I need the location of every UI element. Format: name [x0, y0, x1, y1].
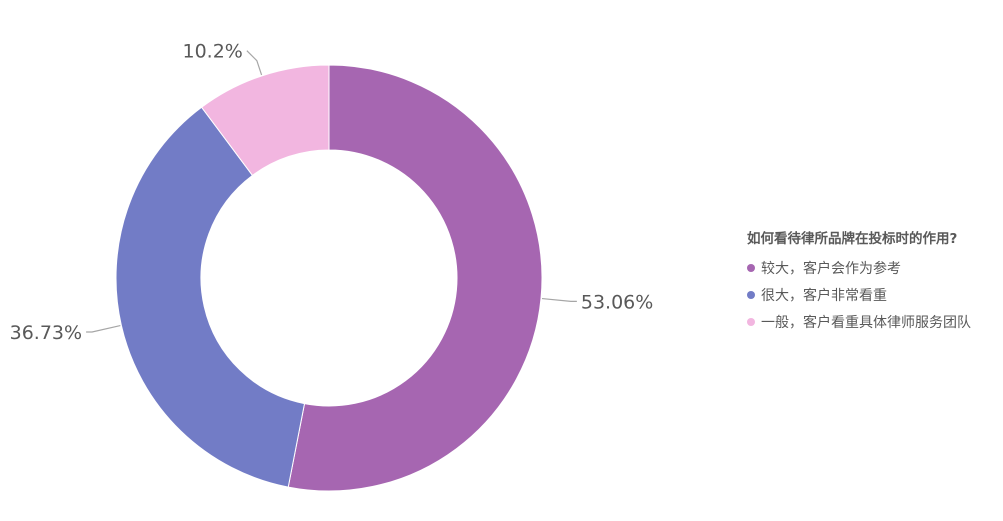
- data-labels: 53.06% 36.73% 10.2%: [10, 41, 654, 344]
- legend-title: 如何看待律所品牌在投标时的作用?: [747, 231, 958, 247]
- slices: [115, 64, 543, 492]
- legend-label: 较大，客户会作为参考: [761, 260, 901, 277]
- legend-swatch: [747, 290, 755, 299]
- label-very-large: 36.73%: [10, 322, 82, 344]
- legend-label: 一般，客户看重具体律师服务团队: [761, 314, 971, 331]
- legend-item-general: 一般，客户看重具体律师服务团队: [747, 308, 999, 335]
- legend: 如何看待律所品牌在投标时的作用? 较大，客户会作为参考 很大，客户非常看重一般，客…: [747, 228, 999, 335]
- legend-item-very-large: 很大，客户非常看重: [747, 281, 999, 308]
- label-general: 10.2%: [183, 41, 243, 63]
- leader-large: [541, 297, 577, 302]
- legend-items: 较大，客户会作为参考 很大，客户非常看重一般，客户看重具体律师服务团队: [747, 254, 999, 335]
- leader-very-large: [86, 324, 121, 333]
- legend-item-large: 较大，客户会作为参考: [747, 254, 999, 281]
- legend-label: 很大，客户非常看重: [761, 287, 887, 304]
- label-large: 53.06%: [581, 291, 653, 313]
- slice-very-large: [115, 106, 306, 488]
- leader-lines: [86, 50, 577, 333]
- slice-large: [287, 64, 543, 492]
- leader-general: [246, 50, 263, 76]
- legend-swatch: [747, 317, 755, 326]
- slice-general: [200, 64, 330, 177]
- legend-swatch: [747, 263, 755, 272]
